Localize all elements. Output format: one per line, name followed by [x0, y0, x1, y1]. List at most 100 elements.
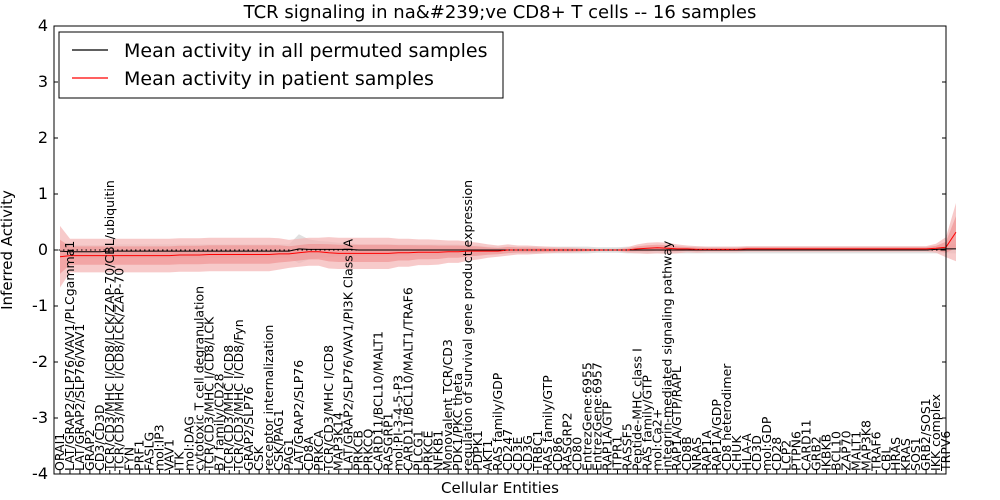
entity-label: TRBC1 — [530, 430, 545, 472]
series-line-patient — [59, 231, 957, 258]
entity-label: RAP1A/GTP/RAPL — [669, 366, 684, 471]
entity-label: ITK — [172, 451, 187, 471]
entity-label: LAT/GRAP2/SLP76 — [291, 360, 306, 471]
entity-label: B7 family/CD28 — [211, 373, 226, 471]
entity-label: IKBKB — [819, 434, 834, 471]
entity-label: SOS1 — [908, 437, 923, 471]
entity-label: cytotoxic T cell degranulation — [191, 286, 206, 471]
entity-label: TCR/CD3/MHC I/CD8/Fyn — [231, 319, 246, 472]
entity-label: RAS family/GTP — [639, 375, 654, 471]
entity-label: FYN — [122, 447, 137, 471]
entity-label: MAP3K8 — [858, 420, 873, 471]
entity-label: integrin-mediated signaling pathway — [659, 240, 674, 471]
entity-label: Peptide-MHC class I — [629, 348, 644, 471]
entity-label: mol:PI-3-4-5-P3 — [391, 375, 406, 471]
entity-label: EntrezGene:6955 — [580, 362, 595, 471]
entity-label: CD28 — [769, 437, 784, 471]
entity-label: BCL10 — [829, 431, 844, 471]
x-axis-title: Cellular Entities — [441, 479, 559, 497]
entity-label: CD8A — [301, 436, 316, 471]
patient-band-outer — [60, 203, 956, 288]
entity-labels: ORAI1LAT/GRAP2/SLP76/VAV1/PLCgamma1LAT/G… — [52, 180, 953, 474]
entity-label: PTPN6 — [789, 431, 804, 471]
entity-label: RAP1A/GTP — [600, 401, 615, 471]
entity-label: NFKB1 — [430, 430, 445, 471]
entity-label: AKT1 — [480, 440, 495, 471]
entity-label: TCR/CD3/MHC I/CD8 — [221, 345, 236, 472]
y-tick-label: -2 — [32, 352, 48, 371]
entity-label: PLCG1 — [410, 430, 425, 471]
entity-label: CD86 — [550, 437, 565, 471]
entity-label: RASGRP1 — [381, 412, 396, 471]
entity-label: CD3D — [749, 435, 764, 471]
legend-label-permuted: Mean activity in all permuted samples — [124, 40, 487, 62]
entity-label: RAS family/GDP — [490, 372, 505, 471]
entity-label: PDPK1 — [470, 430, 485, 471]
entity-label: CD3/CD3D — [92, 405, 107, 471]
y-tick-label: 1 — [38, 184, 48, 203]
entity-label: PRKCA — [311, 430, 326, 471]
legend-frame — [58, 31, 504, 99]
chart-title: TCR signaling in na&#239;ve CD8+ T cells… — [243, 2, 757, 23]
entity-label: Monovalent TCR/CD3 — [440, 339, 455, 471]
entity-label: receptor internalization — [261, 325, 276, 471]
y-axis: -4 -3 -2 -1 0 1 2 3 4 — [32, 16, 946, 483]
entity-label: CD80 — [570, 437, 585, 471]
y-tick-label: -4 — [32, 464, 48, 483]
entity-label: LAT/GRAP2/SLP76/VAV1/PLCgamma1 — [62, 241, 77, 471]
entity-label: FASLG — [142, 432, 157, 471]
entity-label: CARD11/BCL10/MALT1 — [371, 331, 386, 471]
entity-label: CHUK — [729, 435, 744, 471]
entity-label: RAP1A/GDP — [709, 399, 724, 471]
entity-label: mol:IP3 — [152, 424, 167, 471]
entity-label: LAT/GRAP2/SLP76/VAV1 — [72, 324, 87, 471]
entity-label: CBL — [878, 447, 893, 471]
entity-label: KRAS — [898, 438, 913, 471]
entity-label: TCR/CD3/MHC I/CD8/LCK/ZAP-70/CBL/ubiquit… — [102, 180, 117, 472]
legend-label-patient: Mean activity in patient samples — [124, 68, 434, 90]
entity-label: LAT/GRAP2/SLP76/VAV1/PI3K Class IA — [341, 239, 356, 471]
entity-label: ORAI1 — [52, 433, 67, 471]
entity-label: CARD11/BCL10/MALT1/TRAF6 — [400, 287, 415, 471]
patient-band-inner — [60, 216, 956, 274]
entity-label: MAP3K14 — [331, 412, 346, 471]
entity-label: mol:Ca2+ — [649, 409, 664, 471]
entity-label: PRKCQ — [361, 429, 376, 471]
entity-label: GRAP2 — [82, 429, 97, 471]
y-tick-label: 3 — [38, 72, 48, 91]
entity-label: ZAP70 — [838, 430, 853, 471]
entity-label: PRKCB — [351, 430, 366, 471]
entity-label: CD3G — [520, 435, 535, 471]
entity-label: RAP1A — [699, 430, 714, 471]
entity-label: TCR/CD3/MHC I/CD8/LCK/ZAP-70 — [112, 268, 127, 472]
entity-label: RASGRP2 — [560, 412, 575, 471]
entity-label: CD247 — [500, 429, 515, 471]
entity-label: regulation of survival gene product expr… — [460, 180, 475, 471]
entity-label: PRKCE — [420, 430, 435, 470]
entity-label: IKK complex — [928, 394, 943, 471]
entity-label: CARD11 — [799, 419, 814, 471]
entity-label: VAV1 — [162, 439, 177, 471]
entity-label: PRF1 — [132, 440, 147, 471]
entity-label: NRAS — [689, 437, 704, 471]
entity-label: mol:DAG — [181, 416, 196, 471]
entity-label: GRAP2/SLP76 — [241, 386, 256, 471]
entity-label: ITPR1 — [610, 436, 625, 472]
entity-label: EntrezGene:6957 — [590, 362, 605, 471]
y-tick-label: 2 — [38, 128, 48, 147]
y-tick-label: 0 — [38, 240, 48, 259]
entity-label: PAG1 — [281, 438, 296, 471]
entity-label: CSK/PAG1 — [271, 409, 286, 471]
y-tick-label: 4 — [38, 16, 48, 35]
bands-layer — [60, 203, 956, 288]
y-tick-label: -3 — [32, 408, 48, 427]
entity-label: MALT1 — [848, 431, 863, 471]
entity-label: RAS family/GTP — [540, 375, 555, 471]
entity-label: TCR/CD3/MHC I/CD8 — [321, 345, 336, 472]
entity-label: HLA-A — [739, 433, 754, 471]
entity-label: GRB2/SOS1 — [918, 398, 933, 471]
y-tick-label: -1 — [32, 296, 48, 315]
legend: Mean activity in all permuted samples Me… — [58, 31, 504, 99]
entity-label: RASSF5 — [619, 423, 634, 471]
